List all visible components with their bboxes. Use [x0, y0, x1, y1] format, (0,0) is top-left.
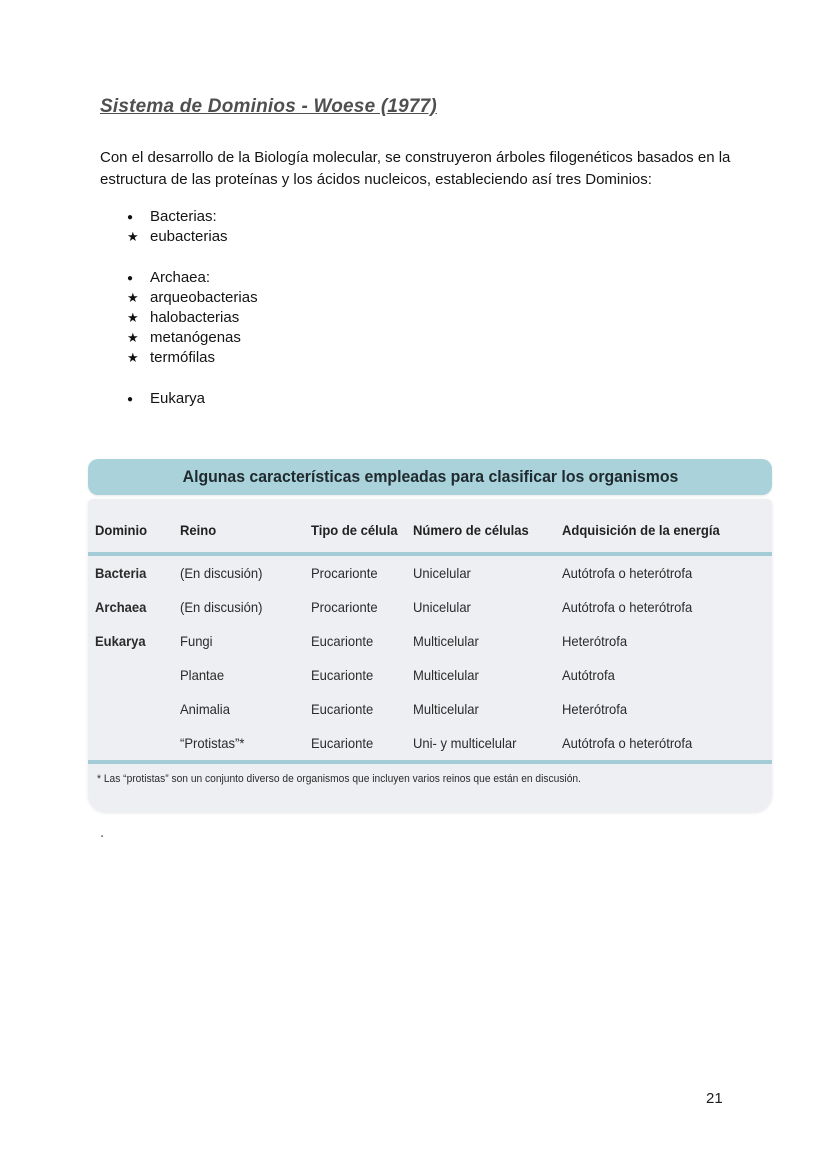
list-item-label: halobacterias — [150, 309, 240, 326]
star-bullet-icon: ★ — [127, 290, 139, 305]
table-cell: Autótrofa — [562, 667, 615, 683]
column-header: Tipo de célula — [311, 521, 398, 538]
column-header: Número de células — [413, 521, 529, 538]
table-cell: Eucarionte — [311, 735, 374, 751]
table-title: Algunas características empleadas para c… — [182, 467, 678, 486]
column-header: Adquisición de la energía — [562, 521, 720, 538]
list-item-label: termófilas — [150, 349, 216, 366]
list-item-label: metanógenas — [150, 329, 241, 346]
page-number: 21 — [706, 1090, 723, 1107]
table-cell: Multicelular — [413, 667, 479, 683]
list-item: ★ arqueobacterias — [127, 288, 258, 308]
table-cell: (En discusión) — [180, 599, 263, 615]
table-cell: Eucarionte — [311, 701, 374, 717]
table-cell: Unicelular — [413, 565, 471, 581]
column-header: Reino — [180, 521, 217, 538]
table-cell: Heterótrofa — [562, 701, 628, 717]
table-cell: Autótrofa o heterótrofa — [562, 735, 693, 751]
table-cell: (En discusión) — [180, 565, 263, 581]
bullet-dot-icon: ● — [127, 394, 134, 405]
bullet-dot-icon: ● — [127, 212, 134, 223]
table-cell: Archaea — [95, 599, 147, 615]
star-bullet-icon: ★ — [127, 310, 139, 325]
list-item-label: eubacterias — [150, 228, 228, 245]
list-item: ★ eubacterias — [127, 227, 258, 247]
table-cell: Heterótrofa — [562, 633, 628, 649]
list-item-label: Eukarya — [150, 390, 206, 407]
list-item-label: Bacterias: — [150, 208, 217, 225]
page-title: Sistema de Dominios - Woese (1977) — [100, 96, 437, 117]
bullet-dot-icon: ● — [127, 273, 134, 284]
bullet-group-bacterias: ● Bacterias: ★ eubacterias — [127, 207, 258, 247]
table-cell: Eucarionte — [311, 633, 374, 649]
list-item: ● Bacterias: — [127, 207, 258, 227]
table-body: Dominio Reino Tipo de célula Número de c… — [88, 499, 772, 812]
table-divider — [88, 552, 772, 556]
table-cell: Autótrofa o heterótrofa — [562, 599, 693, 615]
list-item: ★ metanógenas — [127, 328, 258, 348]
table-cell — [95, 667, 180, 683]
list-item: ● Archaea: — [127, 268, 258, 288]
table-cell: Procarionte — [311, 565, 378, 581]
table-cell — [95, 701, 180, 717]
table-row: Eukarya Fungi Eucarionte Multicelular He… — [88, 624, 772, 658]
star-bullet-icon: ★ — [127, 229, 139, 244]
star-bullet-icon: ★ — [127, 350, 139, 365]
table-cell: Eucarionte — [311, 667, 374, 683]
table-cell: Plantae — [180, 667, 225, 683]
list-item: ● Eukarya — [127, 389, 258, 409]
table-cell: Multicelular — [413, 633, 479, 649]
table-cell: Eukarya — [95, 633, 146, 649]
table-row: Archaea (En discusión) Procarionte Unice… — [88, 590, 772, 624]
table-cell: Autótrofa o heterótrofa — [562, 565, 693, 581]
column-header: Dominio — [95, 521, 148, 538]
table-cell: Procarionte — [311, 599, 378, 615]
stray-period: . — [100, 824, 105, 841]
list-item-label: Archaea: — [150, 269, 211, 286]
table-title-band: Algunas características empleadas para c… — [88, 459, 772, 495]
table-cell: Fungi — [180, 633, 213, 649]
table-cell — [95, 735, 180, 751]
table-cell: Uni- y multicelular — [413, 735, 517, 751]
intro-paragraph: Con el desarrollo de la Biología molecul… — [100, 149, 731, 188]
star-bullet-icon: ★ — [127, 330, 139, 345]
table-divider — [88, 760, 772, 764]
table-row: Plantae Eucarionte Multicelular Autótrof… — [88, 658, 772, 692]
table-header-row: Dominio Reino Tipo de célula Número de c… — [88, 499, 772, 552]
list-item: ★ termófilas — [127, 348, 258, 368]
table-cell: Animalia — [180, 701, 230, 717]
table-cell: “Protistas”* — [180, 735, 245, 751]
bullet-group-eukarya: ● Eukarya — [127, 389, 258, 409]
classification-table: Algunas características empleadas para c… — [88, 459, 772, 812]
table-cell: Unicelular — [413, 599, 471, 615]
table-row: Animalia Eucarionte Multicelular Heterót… — [88, 692, 772, 726]
list-item-label: arqueobacterias — [150, 289, 258, 306]
table-cell: Multicelular — [413, 701, 479, 717]
table-row: Bacteria (En discusión) Procarionte Unic… — [88, 556, 772, 590]
list-item: ★ halobacterias — [127, 308, 258, 328]
table-footnote: * Las “protistas” son un conjunto divers… — [97, 773, 581, 785]
table-row: “Protistas”* Eucarionte Uni- y multicelu… — [88, 726, 772, 760]
bullet-group-archaea: ● Archaea: ★ arqueobacterias ★ halobacteria… — [127, 268, 258, 368]
table-cell: Bacteria — [95, 565, 147, 581]
domain-bullet-list: ● Bacterias: ★ eubacterias ● Archaea: ★ arqu… — [127, 207, 258, 430]
